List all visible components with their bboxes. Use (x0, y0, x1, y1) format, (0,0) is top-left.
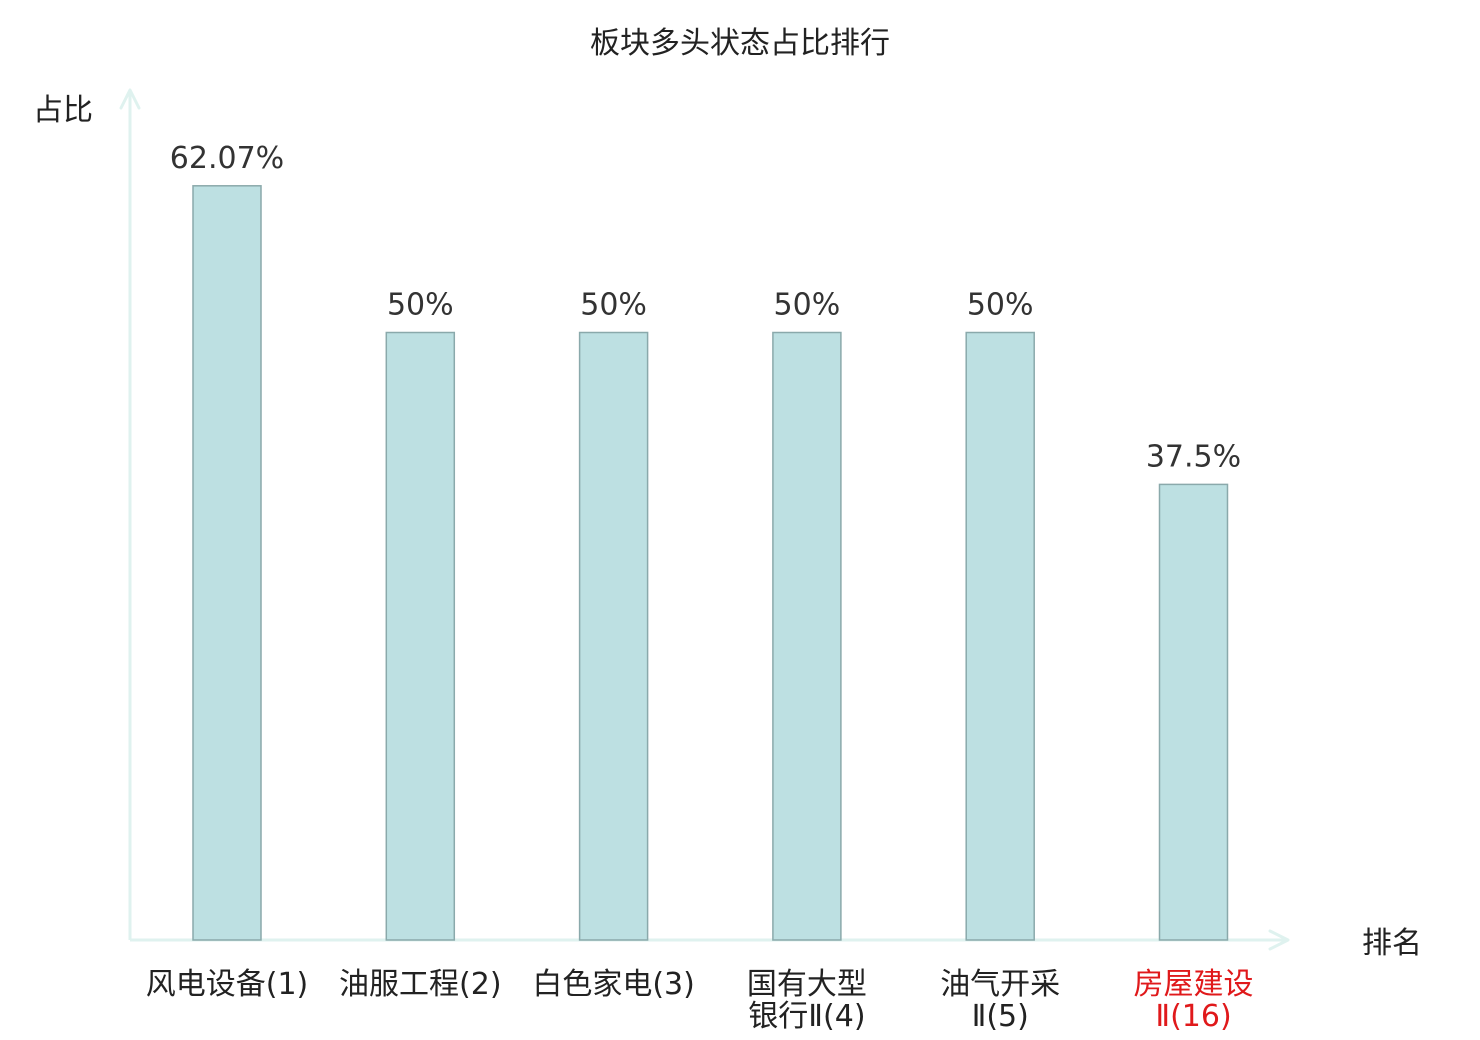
x-tick-label: 白色家电(3) (532, 967, 695, 1002)
chart-title: 板块多头状态占比排行 (590, 26, 890, 61)
bar-value-label: 50% (967, 288, 1034, 323)
axes (119, 88, 1290, 951)
y-axis-arrow (119, 88, 141, 110)
bar-value-label: 50% (387, 288, 454, 323)
bar (578, 331, 649, 941)
bar-value-label: 62.07% (170, 141, 284, 176)
bar (1158, 483, 1229, 941)
x-tick-label: 油气开采 (940, 967, 1060, 1002)
bar (965, 331, 1035, 941)
value-labels-group: 62.07% 50% 50% 50% 50% 37.5% (170, 141, 1241, 475)
x-tick-label: 房屋建设 (1134, 967, 1254, 1002)
x-tick-label: 油服工程(2) (339, 967, 502, 1002)
x-tick-label: 风电设备(1) (146, 967, 309, 1002)
bar (772, 331, 842, 941)
x-axis-label: 排名 (1362, 926, 1422, 961)
x-tick-label: 银行Ⅱ(4) (748, 999, 865, 1034)
bars-group (192, 185, 1229, 941)
y-axis-label: 占比 (33, 93, 93, 128)
x-tick-label: Ⅱ(16) (1155, 999, 1231, 1034)
bar (192, 185, 262, 941)
bar (385, 331, 456, 941)
bar-value-label: 50% (774, 288, 841, 323)
bar-value-label: 50% (580, 288, 647, 323)
bar-value-label: 37.5% (1146, 439, 1241, 474)
x-axis-arrow (1268, 929, 1290, 951)
x-tick-label: Ⅱ(5) (972, 999, 1029, 1034)
x-tick-label: 国有大型 (747, 967, 867, 1002)
